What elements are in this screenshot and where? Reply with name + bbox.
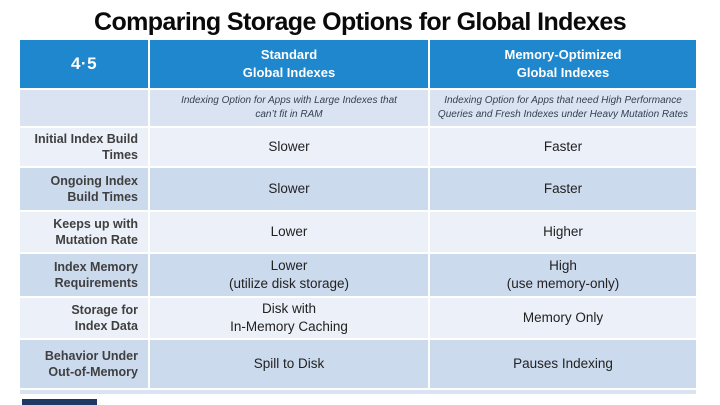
row-label-behavior-under-out-of-memory: Behavior Under Out-of-Memory xyxy=(20,340,148,388)
subtitle-row-spacer xyxy=(20,90,148,126)
row-label-index-memory-requirements: Index Memory Requirements xyxy=(20,254,148,296)
standard-value: Slower xyxy=(150,128,428,166)
comparison-table: 4·5 Standard Global Indexes Memory-Optim… xyxy=(20,40,700,394)
table-bottom-edge xyxy=(20,390,696,394)
memory-optimized-value: Pauses Indexing xyxy=(430,340,696,388)
column-subtitle-memory-optimized: Indexing Option for Apps that need High … xyxy=(430,90,696,126)
standard-value: Lower xyxy=(150,212,428,252)
row-label-ongoing-index-build-times: Ongoing Index Build Times xyxy=(20,168,148,210)
memory-optimized-value: Faster xyxy=(430,128,696,166)
memory-optimized-value: High (use memory-only) xyxy=(430,254,696,296)
column-header-standard: Standard Global Indexes xyxy=(150,40,428,88)
version-badge: 4·5 xyxy=(20,40,148,88)
row-label-initial-index-build-times: Initial Index Build Times xyxy=(20,128,148,166)
memory-optimized-value: Memory Only xyxy=(430,298,696,338)
page-title: Comparing Storage Options for Global Ind… xyxy=(94,8,627,36)
standard-value: Disk with In-Memory Caching xyxy=(150,298,428,338)
standard-value: Spill to Disk xyxy=(150,340,428,388)
memory-optimized-value: Faster xyxy=(430,168,696,210)
row-label-storage-for-index-data: Storage for Index Data xyxy=(20,298,148,338)
memory-optimized-value: Higher xyxy=(430,212,696,252)
row-label-keeps-up-with-mutation-rate: Keeps up with Mutation Rate xyxy=(20,212,148,252)
standard-value: Slower xyxy=(150,168,428,210)
column-subtitle-standard: Indexing Option for Apps with Large Inde… xyxy=(150,90,428,126)
column-header-memory-optimized: Memory-Optimized Global Indexes xyxy=(430,40,696,88)
footer-bar xyxy=(22,399,97,405)
standard-value: Lower (utilize disk storage) xyxy=(150,254,428,296)
